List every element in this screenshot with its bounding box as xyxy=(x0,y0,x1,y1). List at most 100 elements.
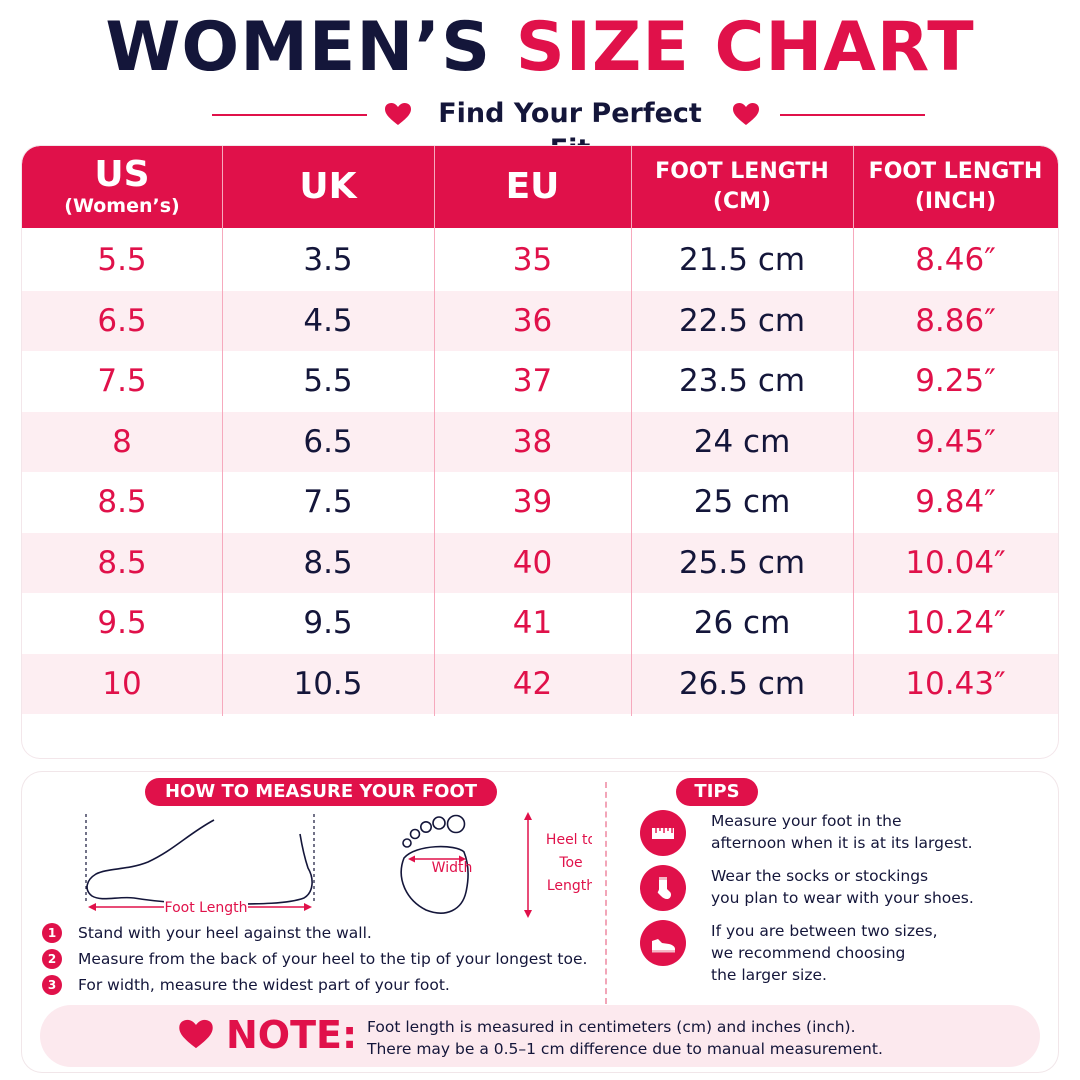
table-row: 7.5 5.5 37 23.5 cm 9.25″ xyxy=(22,351,1058,412)
heel-to-toe-label-2: Toe xyxy=(558,855,582,871)
subtitle-row: Find Your Perfect Fit xyxy=(0,92,1080,165)
title-part-2: SIZE CHART xyxy=(515,8,975,87)
list-item: 3 For width, measure the widest part of … xyxy=(42,972,602,998)
column-divider xyxy=(631,146,632,716)
column-divider xyxy=(434,146,435,716)
cell-foot-length-cm: 22.5 cm xyxy=(678,302,806,339)
table-row: 8.5 8.5 40 25.5 cm 10.04″ xyxy=(22,532,1058,593)
step-text: Stand with your heel against the wall. xyxy=(78,924,372,942)
column-divider xyxy=(853,146,854,716)
cell-eu: 39 xyxy=(512,484,553,521)
cell-eu: 38 xyxy=(512,423,553,460)
header-us-sublabel: (Women’s) xyxy=(64,195,180,217)
size-table: US (Women’s) UK EU FOOT LENGTH (CM) FOOT… xyxy=(22,146,1058,758)
tip-text-line: afternoon when it is at its largest. xyxy=(711,834,973,852)
section-divider xyxy=(605,782,607,1004)
header-eu: EU xyxy=(434,146,631,228)
cell-foot-length-inch: 8.86″ xyxy=(915,302,996,339)
shoe-icon xyxy=(640,920,686,966)
cell-foot-length-cm: 24 cm xyxy=(693,423,791,460)
cell-us: 8 xyxy=(112,423,132,460)
cell-eu: 36 xyxy=(512,302,553,339)
cell-uk: 3.5 xyxy=(303,242,353,279)
cell-us: 6.5 xyxy=(97,302,147,339)
note-label: NOTE: xyxy=(226,1013,358,1057)
cell-eu: 37 xyxy=(512,363,553,400)
header-us-label: US xyxy=(94,154,150,195)
heel-to-toe-label-1: Heel to xyxy=(546,832,592,848)
cell-eu: 40 xyxy=(512,544,553,581)
header-uk-label: UK xyxy=(299,166,357,207)
column-divider xyxy=(222,146,223,716)
note-line: Foot length is measured in centimeters (… xyxy=(367,1018,856,1036)
cell-us: 8.5 xyxy=(97,484,147,521)
side-foot-illustration: Foot Length xyxy=(85,814,315,916)
tip-text-line: we recommend choosing xyxy=(711,944,906,962)
cell-foot-length-cm: 25 cm xyxy=(693,484,791,521)
title-part-1: WOMEN’S xyxy=(105,8,492,87)
cell-eu: 42 xyxy=(512,665,553,702)
tip-text-line: you plan to wear with your shoes. xyxy=(711,889,974,907)
cell-foot-length-inch: 9.45″ xyxy=(915,423,996,460)
step-number: 3 xyxy=(42,975,62,995)
step-text: Measure from the back of your heel to th… xyxy=(78,950,588,968)
cell-uk: 8.5 xyxy=(303,544,353,581)
cell-uk: 10.5 xyxy=(293,665,363,702)
header-foot-length-cm-unit: (CM) xyxy=(712,189,772,214)
heart-icon xyxy=(384,102,412,126)
measure-steps: 1 Stand with your heel against the wall.… xyxy=(42,920,602,998)
cell-us: 5.5 xyxy=(97,242,147,279)
heel-to-toe-label-3: Length xyxy=(547,878,592,894)
step-number: 1 xyxy=(42,923,62,943)
cell-uk: 4.5 xyxy=(303,302,353,339)
cell-foot-length-inch: 8.46″ xyxy=(915,242,996,279)
cell-foot-length-inch: 10.43″ xyxy=(905,665,1006,702)
header-foot-length-cm-label: FOOT LENGTH xyxy=(655,159,829,184)
cell-us: 10 xyxy=(102,665,142,702)
table-row: 6.5 4.5 36 22.5 cm 8.86″ xyxy=(22,290,1058,351)
cell-us: 9.5 xyxy=(97,605,147,642)
header-foot-length-inch: FOOT LENGTH (INCH) xyxy=(853,146,1058,228)
heart-icon xyxy=(732,102,760,126)
subtitle-divider-left xyxy=(212,114,367,116)
foot-length-label: Foot Length xyxy=(165,900,248,916)
tips-title: TIPS xyxy=(676,778,758,806)
list-item: 1 Stand with your heel against the wall. xyxy=(42,920,602,946)
cell-eu: 35 xyxy=(512,242,553,279)
header-uk: UK xyxy=(222,146,434,228)
note-text: Foot length is measured in centimeters (… xyxy=(367,1016,1027,1060)
cell-us: 7.5 xyxy=(97,363,147,400)
cell-uk: 7.5 xyxy=(303,484,353,521)
sock-icon xyxy=(640,865,686,911)
cell-uk: 6.5 xyxy=(303,423,353,460)
step-number: 2 xyxy=(42,949,62,969)
page-title: WOMEN’S SIZE CHART xyxy=(0,8,1080,88)
header-foot-length-inch-unit: (INCH) xyxy=(914,189,997,214)
note-line: There may be a 0.5–1 cm difference due t… xyxy=(367,1040,883,1058)
cell-eu: 41 xyxy=(512,605,553,642)
header-us: US (Women’s) xyxy=(22,146,222,228)
table-header: US (Women’s) UK EU FOOT LENGTH (CM) FOOT… xyxy=(22,146,1058,228)
header-foot-length-inch-label: FOOT LENGTH xyxy=(868,159,1043,184)
cell-us: 8.5 xyxy=(97,544,147,581)
cell-foot-length-inch: 10.24″ xyxy=(905,605,1006,642)
table-row: 10 10.5 42 26.5 cm 10.43″ xyxy=(22,653,1058,714)
how-to-measure-title: HOW TO MEASURE YOUR FOOT xyxy=(145,778,497,806)
cell-foot-length-cm: 26.5 cm xyxy=(678,665,806,702)
subtitle-divider-right xyxy=(780,114,925,116)
cell-uk: 5.5 xyxy=(303,363,353,400)
cell-foot-length-cm: 26 cm xyxy=(693,605,791,642)
heart-icon xyxy=(178,1018,214,1050)
table-row: 9.5 9.5 41 26 cm 10.24″ xyxy=(22,593,1058,654)
header-eu-label: EU xyxy=(505,166,560,207)
cell-foot-length-inch: 9.84″ xyxy=(915,484,996,521)
table-row: 8 6.5 38 24 cm 9.45″ xyxy=(22,411,1058,472)
ruler-icon xyxy=(640,810,686,856)
cell-foot-length-inch: 10.04″ xyxy=(905,544,1006,581)
tip-text-line: If you are between two sizes, xyxy=(711,922,938,940)
table-row: 8.5 7.5 39 25 cm 9.84″ xyxy=(22,472,1058,533)
list-item: 2 Measure from the back of your heel to … xyxy=(42,946,602,972)
tip-text-line: Measure your foot in the xyxy=(711,812,902,830)
width-label: Width xyxy=(432,860,473,876)
cell-foot-length-inch: 9.25″ xyxy=(915,363,996,400)
